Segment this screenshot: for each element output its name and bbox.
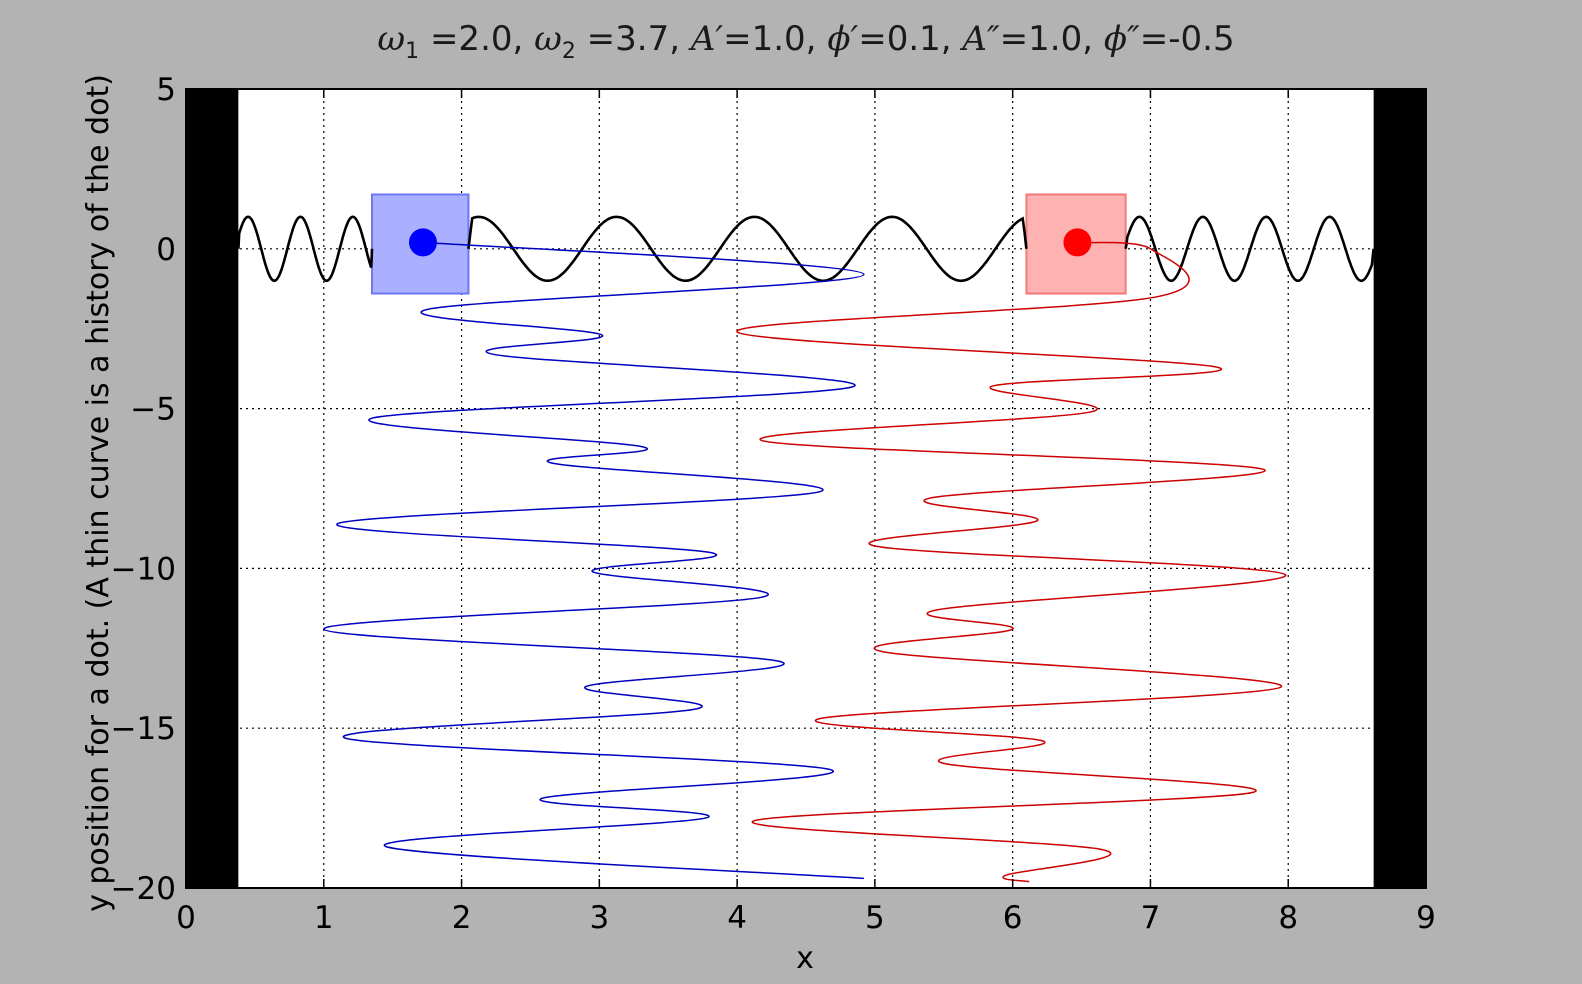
title-symbol: ϕ″ bbox=[1104, 19, 1140, 59]
x-tick-label: 4 bbox=[727, 900, 747, 936]
history-curves bbox=[323, 241, 1287, 883]
y-tick-label: 5 bbox=[156, 72, 176, 108]
x-tick-label: 8 bbox=[1278, 900, 1298, 936]
title-value: =-0.5 bbox=[1140, 19, 1235, 59]
blue-history-curve bbox=[323, 241, 865, 880]
left-wall bbox=[186, 89, 239, 888]
y-tick-label: −10 bbox=[111, 551, 176, 587]
chart-title: ω1 =2.0, ω2 =3.7, A′=1.0, ϕ′=0.1, A″=1.0… bbox=[377, 19, 1234, 64]
blue-dot bbox=[408, 228, 437, 257]
title-value: =2.0, bbox=[419, 19, 534, 59]
x-tick-label: 6 bbox=[1003, 900, 1023, 936]
plot-area bbox=[185, 88, 1427, 889]
x-tick-label: 0 bbox=[176, 900, 196, 936]
y-tick-label: −15 bbox=[111, 711, 176, 747]
x-axis-label: x bbox=[796, 941, 814, 976]
red-history-curve bbox=[736, 241, 1287, 883]
title-symbol: A″ bbox=[959, 19, 1000, 59]
string-segment bbox=[467, 215, 1028, 283]
x-tick-label: 7 bbox=[1141, 900, 1161, 936]
x-tick-label: 5 bbox=[865, 900, 885, 936]
title-symbol: A′ bbox=[688, 19, 724, 59]
title-symbol: ϕ′ bbox=[827, 19, 858, 59]
y-tick-labels: 5 0 −5 −10 −15 −20 bbox=[111, 72, 176, 907]
x-tick-labels: 0 1 2 3 4 5 6 7 8 9 bbox=[176, 900, 1436, 936]
title-value: =3.7, bbox=[576, 19, 691, 59]
x-tick-label: 3 bbox=[589, 900, 609, 936]
x-tick-label: 2 bbox=[452, 900, 472, 936]
string-segment bbox=[237, 215, 374, 283]
y-tick-label: −5 bbox=[130, 392, 176, 428]
title-symbol: ω bbox=[377, 19, 405, 59]
title-subscript: 2 bbox=[562, 39, 576, 64]
y-axis-label: y position for a dot. (A thin curve is a… bbox=[81, 74, 116, 912]
title-value: =1.0, bbox=[1000, 19, 1104, 59]
walls bbox=[186, 89, 1426, 888]
title-value: =0.1, bbox=[858, 19, 962, 59]
title-subscript: 1 bbox=[405, 39, 419, 64]
red-dot bbox=[1063, 228, 1092, 257]
string bbox=[237, 215, 1375, 283]
plot-frame bbox=[185, 88, 1427, 889]
title-symbol: ω bbox=[534, 19, 562, 59]
y-tick-label: −20 bbox=[111, 871, 176, 907]
ticks bbox=[185, 88, 1427, 889]
x-tick-label: 9 bbox=[1416, 900, 1436, 936]
y-tick-label: 0 bbox=[156, 232, 176, 268]
title-value: =1.0, bbox=[723, 19, 827, 59]
x-tick-label: 1 bbox=[314, 900, 334, 936]
right-wall bbox=[1373, 89, 1426, 888]
string-segment bbox=[1124, 215, 1375, 283]
mass-dots bbox=[408, 228, 1092, 257]
